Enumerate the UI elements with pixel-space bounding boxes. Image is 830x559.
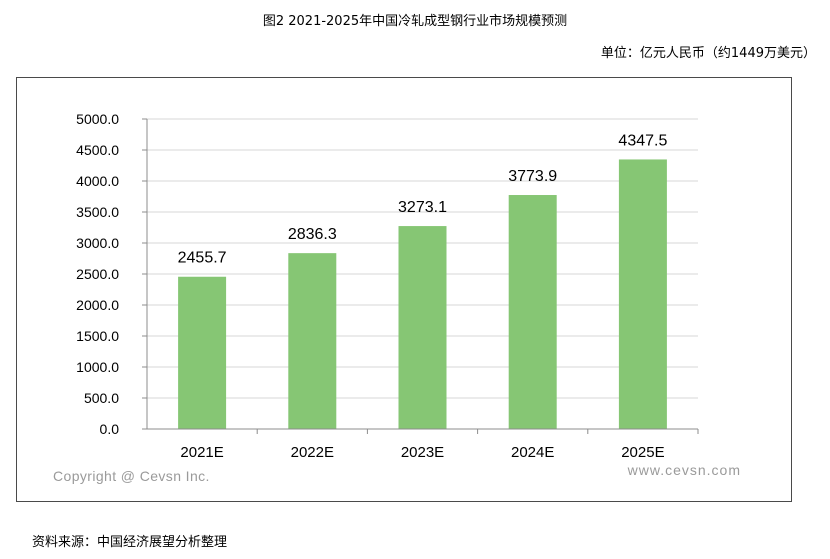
y-tick-label: 5000.0 bbox=[76, 111, 119, 127]
y-tick-label: 3000.0 bbox=[76, 235, 119, 251]
y-tick-label: 2500.0 bbox=[76, 266, 119, 282]
website-text: www.cevsn.com bbox=[627, 462, 741, 478]
bar-chart: 0.0 500.0 1000.0 1500.0 2000.0 2500.0 3000.0 35… bbox=[53, 111, 741, 484]
x-tick-labels: 2021E 2022E 2023E 2024E 2025E bbox=[180, 444, 664, 461]
y-tick-label: 3500.0 bbox=[76, 204, 119, 220]
figure-title: 图2 2021-2025年中国冷轧成型钢行业市场规模预测 bbox=[262, 14, 568, 29]
data-label: 3273.1 bbox=[398, 199, 447, 216]
y-tick-labels: 0.0 500.0 1000.0 1500.0 2000.0 2500.0 3000.0 35… bbox=[76, 111, 119, 437]
data-label: 4347.5 bbox=[618, 132, 667, 149]
y-tick-label: 0.0 bbox=[100, 421, 120, 437]
y-tick-label: 2000.0 bbox=[76, 297, 119, 313]
data-label: 2455.7 bbox=[178, 250, 227, 267]
unit-note: 单位：亿元人民币（约1449万美元） bbox=[600, 46, 816, 61]
bars bbox=[178, 159, 667, 429]
x-tick-label: 2023E bbox=[401, 444, 444, 461]
data-label: 3773.9 bbox=[508, 168, 557, 185]
bar bbox=[508, 195, 557, 429]
data-labels: 2455.7 2836.3 3273.1 3773.9 4347.5 bbox=[178, 132, 668, 266]
bar bbox=[178, 276, 227, 429]
y-tick-label: 4000.0 bbox=[76, 173, 119, 189]
bar bbox=[398, 226, 447, 429]
x-tick-label: 2021E bbox=[180, 444, 223, 461]
axes bbox=[142, 118, 699, 434]
y-tick-label: 1000.0 bbox=[76, 359, 119, 375]
y-tick-label: 4500.0 bbox=[76, 142, 119, 158]
y-tick-label: 1500.0 bbox=[76, 328, 119, 344]
bar bbox=[288, 253, 337, 429]
chart-frame: 0.0 500.0 1000.0 1500.0 2000.0 2500.0 3000.0 35… bbox=[16, 77, 792, 502]
x-tick-label: 2024E bbox=[511, 444, 554, 461]
source-note: 资料来源：中国经济展望分析整理 bbox=[32, 535, 228, 550]
data-label: 2836.3 bbox=[288, 226, 337, 243]
x-tick-label: 2025E bbox=[621, 444, 664, 461]
bar bbox=[618, 159, 667, 429]
y-tick-label: 500.0 bbox=[84, 390, 119, 406]
x-tick-label: 2022E bbox=[291, 444, 334, 461]
copyright-text: Copyright @ Cevsn Inc. bbox=[53, 468, 210, 484]
